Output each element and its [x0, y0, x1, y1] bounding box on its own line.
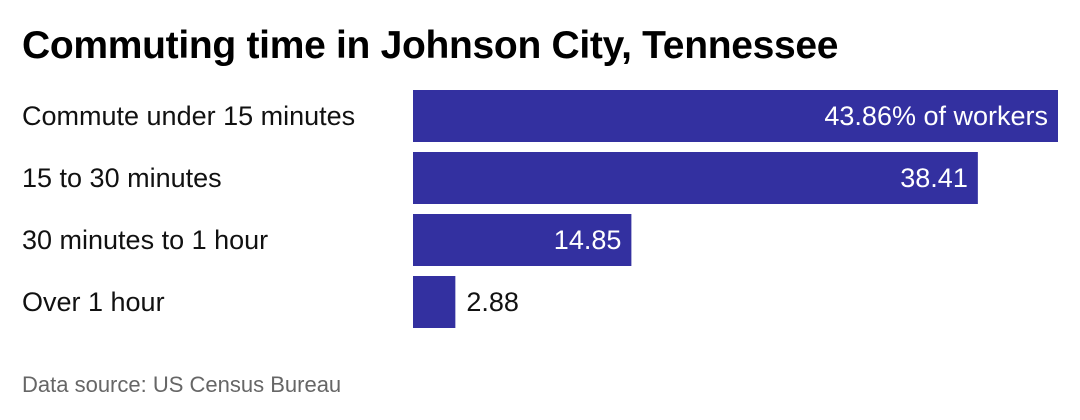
- value-label: 43.86% of workers: [824, 101, 1048, 131]
- category-label: 30 minutes to 1 hour: [22, 225, 268, 255]
- data-source-note: Data source: US Census Bureau: [22, 372, 342, 397]
- chart-title: Commuting time in Johnson City, Tennesse…: [22, 24, 839, 67]
- category-label: Over 1 hour: [22, 287, 165, 317]
- bar: [413, 152, 978, 204]
- bar: [413, 214, 632, 266]
- category-label: 15 to 30 minutes: [22, 163, 222, 193]
- value-label: 14.85: [554, 225, 622, 255]
- bar: [413, 90, 1058, 142]
- bar: [413, 276, 456, 328]
- bars-layer: Commute under 15 minutes 43.86% of worker…: [22, 90, 1058, 328]
- value-label: 38.41: [900, 163, 968, 193]
- category-label: Commute under 15 minutes: [22, 101, 355, 131]
- value-label: 2.88: [466, 287, 519, 317]
- bar-chart: Commute under 15 minutes 43.86% of worker…: [22, 90, 1058, 328]
